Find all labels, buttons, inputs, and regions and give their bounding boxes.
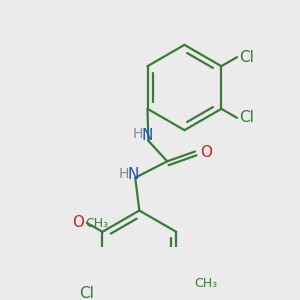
Text: Cl: Cl: [238, 50, 253, 65]
Text: Cl: Cl: [238, 110, 253, 125]
Text: Cl: Cl: [79, 286, 94, 300]
Text: CH₃: CH₃: [194, 277, 218, 290]
Text: N: N: [128, 167, 139, 182]
Text: O: O: [72, 215, 84, 230]
Text: N: N: [141, 128, 152, 142]
Text: CH₃: CH₃: [85, 217, 108, 230]
Text: H: H: [133, 127, 143, 141]
Text: H: H: [118, 167, 129, 181]
Text: O: O: [201, 145, 213, 160]
